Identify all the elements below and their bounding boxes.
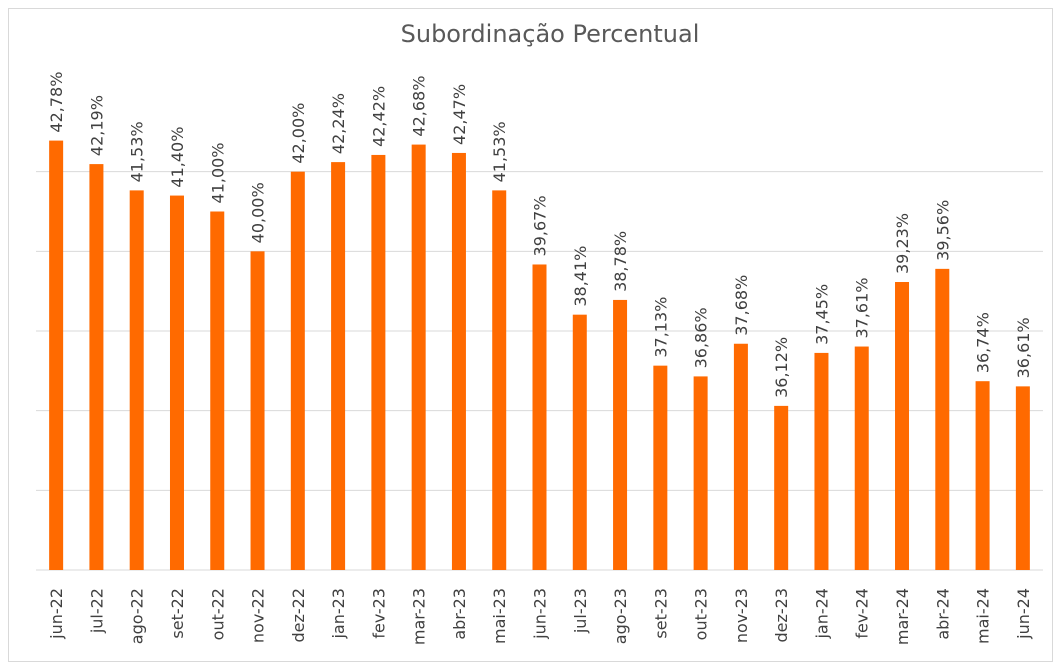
x-tick-label: dez-22 [289, 588, 308, 643]
data-label: 37,13% [651, 297, 670, 358]
bar [331, 162, 346, 570]
x-tick-label: abr-23 [450, 588, 469, 640]
data-label: 40,00% [249, 182, 268, 243]
x-tick-label: set-22 [168, 588, 187, 639]
bar [854, 346, 869, 570]
data-label: 41,00% [208, 142, 227, 203]
bar [250, 251, 265, 571]
bar [693, 376, 708, 570]
bar [1015, 386, 1030, 570]
bar [371, 154, 386, 571]
bar [774, 405, 789, 570]
x-tick-label: ago-23 [611, 588, 630, 644]
bar [895, 282, 910, 570]
bar [290, 171, 305, 570]
bar [451, 152, 466, 570]
bar [935, 268, 950, 570]
x-tick-label: jun-22 [47, 588, 66, 640]
data-label: 37,45% [812, 284, 831, 345]
x-tick-label: mar-23 [410, 588, 429, 645]
bar [169, 195, 184, 571]
chart-title: Subordinação Percentual [401, 20, 700, 48]
bar [572, 314, 587, 570]
data-label: 37,68% [732, 275, 751, 336]
data-label: 42,19% [87, 95, 106, 156]
data-label: 42,68% [410, 76, 429, 137]
data-label: 38,41% [571, 246, 590, 307]
bar [532, 264, 547, 570]
x-tick-label: mai-24 [974, 588, 993, 644]
data-label: 36,86% [692, 307, 711, 368]
x-tick-label: mai-23 [490, 588, 509, 644]
x-tick-label: mar-24 [893, 588, 912, 645]
bar [613, 299, 628, 570]
bar [733, 343, 748, 570]
x-tick-label: jul-23 [571, 588, 590, 634]
x-tick-label: jun-23 [531, 588, 550, 640]
data-label: 42,24% [329, 93, 348, 154]
x-tick-label: out-23 [692, 588, 711, 640]
x-tick-label: jan-24 [812, 588, 831, 640]
x-tick-label: jul-22 [87, 588, 106, 634]
data-label: 42,78% [47, 72, 66, 133]
x-tick-label: jan-23 [329, 588, 348, 640]
data-label: 41,53% [490, 121, 509, 182]
data-label: 37,61% [853, 278, 872, 339]
data-label: 38,78% [611, 231, 630, 292]
bar [89, 164, 104, 570]
bar [975, 381, 990, 570]
data-label: 39,56% [933, 200, 952, 261]
bar [492, 190, 507, 570]
x-tick-label: abr-24 [933, 588, 952, 640]
x-tick-label: ago-22 [128, 588, 147, 644]
x-tick-label: fev-23 [369, 588, 388, 639]
data-label: 41,40% [168, 127, 187, 188]
bar [210, 211, 225, 570]
bar [653, 365, 668, 570]
x-tick-label: out-22 [208, 588, 227, 640]
bar [814, 352, 829, 570]
x-tick-label: dez-23 [772, 588, 791, 643]
x-tick-label: jun-24 [1014, 588, 1033, 640]
bar [129, 190, 144, 570]
data-label: 42,47% [450, 84, 469, 145]
data-label: 36,61% [1014, 317, 1033, 378]
bar [49, 140, 64, 570]
data-label: 36,74% [974, 312, 993, 373]
x-tick-label: nov-22 [249, 588, 268, 643]
bar [411, 144, 426, 570]
data-label: 42,00% [289, 103, 308, 164]
x-tick-label: nov-23 [732, 588, 751, 643]
data-label: 42,42% [369, 86, 388, 147]
x-tick-label: fev-24 [853, 588, 872, 639]
data-label: 39,67% [531, 195, 550, 256]
x-tick-label: set-23 [651, 588, 670, 639]
data-label: 39,23% [893, 213, 912, 274]
data-label: 36,12% [772, 337, 791, 398]
data-label: 41,53% [128, 121, 147, 182]
